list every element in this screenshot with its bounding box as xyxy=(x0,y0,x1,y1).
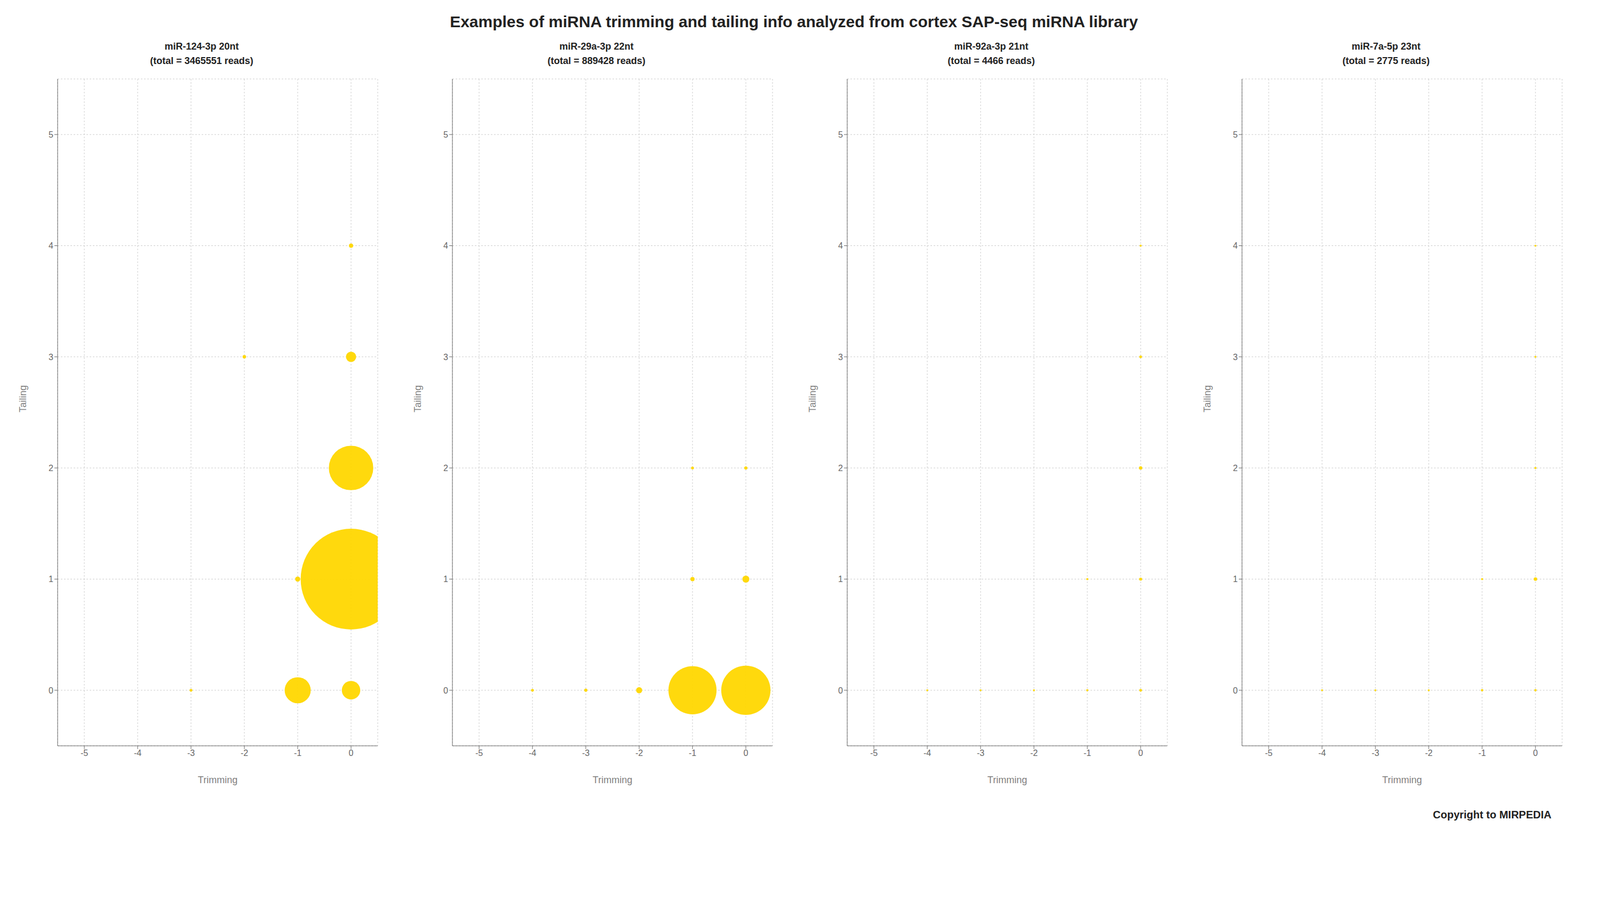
svg-text:Trimming: Trimming xyxy=(592,774,633,786)
svg-text:3: 3 xyxy=(1232,352,1238,362)
svg-text:Trimming: Trimming xyxy=(197,774,238,786)
svg-text:0: 0 xyxy=(1232,686,1238,696)
html-text:miR-7a-5p 23nt: miR-7a-5p 23nt xyxy=(1351,41,1421,52)
svg-text:-3: -3 xyxy=(582,748,590,758)
svg-text:-2: -2 xyxy=(1425,748,1433,758)
svg-text:-5: -5 xyxy=(80,748,89,758)
svg-text:-1: -1 xyxy=(293,748,302,758)
svg-text:4: 4 xyxy=(443,241,449,251)
svg-text:1: 1 xyxy=(838,574,843,584)
svg-text:-3: -3 xyxy=(187,748,195,758)
svg-text:0: 0 xyxy=(443,686,449,696)
svg-text:5: 5 xyxy=(48,130,54,140)
svg-text:2: 2 xyxy=(443,463,449,473)
svg-text:0: 0 xyxy=(743,748,749,758)
svg-text:4: 4 xyxy=(1232,241,1238,251)
html-text:(total = 2775 reads): (total = 2775 reads) xyxy=(1342,55,1430,67)
svg-text:-3: -3 xyxy=(976,748,985,758)
svg-text:-4: -4 xyxy=(133,748,142,758)
svg-text:Tailing: Tailing xyxy=(1202,385,1213,413)
svg-text:-3: -3 xyxy=(1371,748,1380,758)
svg-text:-2: -2 xyxy=(635,748,643,758)
svg-text:0: 0 xyxy=(348,748,354,758)
svg-text:-2: -2 xyxy=(240,748,249,758)
html-text:(total = 3465551 reads): (total = 3465551 reads) xyxy=(150,55,254,67)
svg-text:4: 4 xyxy=(48,241,54,251)
svg-text:Trimming: Trimming xyxy=(987,774,1028,786)
svg-text:3: 3 xyxy=(48,352,54,362)
svg-text:Trimming: Trimming xyxy=(1382,774,1422,786)
svg-text:4: 4 xyxy=(838,241,843,251)
html-text:(total = 889428 reads): (total = 889428 reads) xyxy=(547,55,646,67)
svg-text:1: 1 xyxy=(1232,574,1238,584)
svg-text:5: 5 xyxy=(1232,130,1238,140)
svg-text:-4: -4 xyxy=(528,748,537,758)
svg-text:-5: -5 xyxy=(1264,748,1273,758)
svg-text:1: 1 xyxy=(48,574,54,584)
html-text:miR-29a-3p 22nt: miR-29a-3p 22nt xyxy=(559,41,634,52)
svg-text:2: 2 xyxy=(1232,463,1238,473)
svg-text:3: 3 xyxy=(838,352,843,362)
svg-text:-5: -5 xyxy=(870,748,878,758)
svg-text:-5: -5 xyxy=(475,748,483,758)
svg-text:2: 2 xyxy=(838,463,843,473)
svg-text:-1: -1 xyxy=(1478,748,1486,758)
svg-text:0: 0 xyxy=(838,686,843,696)
svg-text:-4: -4 xyxy=(1318,748,1326,758)
svg-text:0: 0 xyxy=(1138,748,1144,758)
html-text:miR-124-3p 20nt: miR-124-3p 20nt xyxy=(164,41,239,52)
html-text:Copyright to MIRPEDIA: Copyright to MIRPEDIA xyxy=(1432,808,1552,821)
html-text:(total = 4466 reads): (total = 4466 reads) xyxy=(947,55,1035,67)
svg-text:5: 5 xyxy=(443,130,449,140)
svg-text:3: 3 xyxy=(443,352,449,362)
svg-text:5: 5 xyxy=(838,130,843,140)
svg-text:Tailing: Tailing xyxy=(17,385,29,413)
svg-text:0: 0 xyxy=(48,686,54,696)
html-text:Examples of miRNA trimming and: Examples of miRNA trimming and tailing i… xyxy=(449,12,1138,31)
svg-text:2: 2 xyxy=(48,463,54,473)
svg-text:1: 1 xyxy=(443,574,449,584)
html-text:miR-92a-3p 21nt: miR-92a-3p 21nt xyxy=(954,41,1029,52)
svg-text:-1: -1 xyxy=(1083,748,1092,758)
svg-text:Tailing: Tailing xyxy=(807,385,818,413)
svg-text:Tailing: Tailing xyxy=(412,385,424,413)
svg-text:-2: -2 xyxy=(1030,748,1038,758)
svg-text:0: 0 xyxy=(1533,748,1539,758)
svg-text:-1: -1 xyxy=(688,748,697,758)
svg-text:-4: -4 xyxy=(923,748,931,758)
